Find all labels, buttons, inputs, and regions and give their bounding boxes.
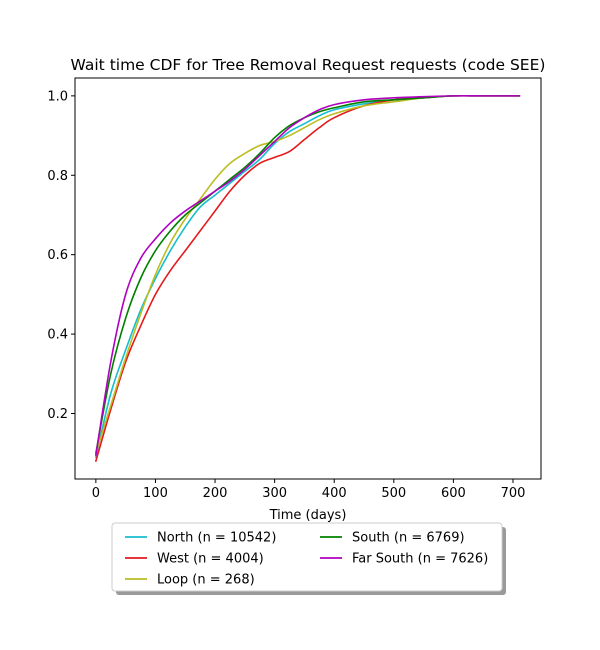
legend: North (n = 10542) West (n = 4004) Loop (n … bbox=[111, 522, 506, 595]
x-tick-label: 400 bbox=[322, 486, 347, 501]
x-tick-label: 100 bbox=[143, 486, 168, 501]
x-tick-label: 500 bbox=[381, 486, 406, 501]
y-tick-label: 0.6 bbox=[47, 248, 68, 263]
series-line-west bbox=[95, 94, 521, 462]
x-tick-label: 0 bbox=[92, 486, 100, 501]
series-line-far-south bbox=[95, 95, 521, 456]
x-axis: 0 100 200 300 400 500 600 700 bbox=[92, 479, 526, 501]
legend-label-west: West (n = 4004) bbox=[157, 552, 264, 567]
x-axis-label: Time (days) bbox=[269, 508, 347, 523]
legend-label-south: South (n = 6769) bbox=[352, 531, 465, 546]
plot-frame bbox=[74, 77, 542, 480]
x-tick-label: 700 bbox=[501, 486, 526, 501]
legend-label-north: North (n = 10542) bbox=[157, 531, 276, 546]
series-line-south bbox=[95, 94, 521, 454]
y-tick-label: 0.4 bbox=[47, 328, 68, 343]
y-tick-label: 0.2 bbox=[47, 407, 68, 422]
legend-entries: North (n = 10542) West (n = 4004) Loop (n … bbox=[125, 531, 488, 588]
legend-label-far-south: Far South (n = 7626) bbox=[352, 552, 488, 567]
legend-box bbox=[111, 522, 503, 592]
y-tick-label: 0.8 bbox=[47, 169, 68, 184]
series-line-loop bbox=[95, 94, 521, 454]
legend-label-loop: Loop (n = 268) bbox=[157, 573, 255, 588]
series-layer bbox=[95, 94, 521, 462]
x-tick-label: 200 bbox=[203, 486, 228, 501]
x-tick-label: 600 bbox=[441, 486, 466, 501]
x-tick-label: 300 bbox=[262, 486, 287, 501]
y-tick-label: 1.0 bbox=[47, 89, 68, 104]
plot-area bbox=[74, 77, 542, 480]
chart-title: Wait time CDF for Tree Removal Request r… bbox=[71, 56, 546, 74]
y-axis: 0.2 0.4 0.6 0.8 1.0 bbox=[47, 89, 75, 422]
series-line-north bbox=[95, 94, 521, 458]
